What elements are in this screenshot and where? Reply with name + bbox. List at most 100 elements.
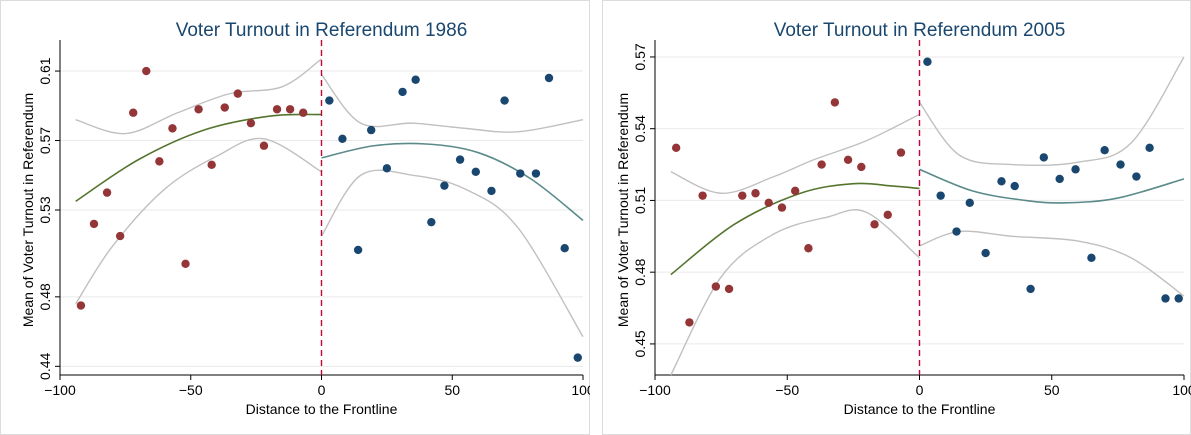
data-point-right — [1055, 174, 1064, 184]
data-point-left — [298, 108, 308, 117]
data-point-left — [181, 259, 190, 269]
data-point-left — [272, 105, 282, 114]
data-point-left — [89, 219, 99, 229]
data-point-right — [544, 73, 554, 83]
y-tick-label: 0.53 — [37, 196, 53, 223]
data-point-left — [168, 124, 177, 133]
data-point-right — [573, 353, 582, 362]
data-point-right — [1087, 253, 1096, 263]
data-point-left — [790, 186, 800, 196]
x-tick-label: 50 — [1044, 382, 1060, 398]
data-point-right — [923, 57, 932, 66]
data-point-left — [857, 162, 866, 172]
data-point-left — [220, 103, 229, 112]
x-tick-label: −50 — [775, 382, 799, 398]
data-point-right — [1116, 160, 1125, 169]
x-tick-label: −100 — [44, 382, 76, 398]
data-point-right — [440, 181, 449, 190]
data-point-left — [751, 189, 760, 198]
ci-lower-left — [670, 209, 920, 376]
ci-lower-right — [320, 169, 584, 338]
data-point-right — [1026, 284, 1035, 294]
data-point-left — [764, 198, 773, 208]
data-point-right — [560, 244, 569, 253]
data-point-right — [952, 227, 961, 236]
data-point-left — [843, 155, 853, 164]
x-tick-label: 50 — [444, 382, 460, 398]
data-point-right — [531, 169, 541, 178]
data-point-right — [981, 248, 990, 258]
fit-line-right — [919, 168, 1185, 204]
data-point-right — [427, 217, 436, 227]
x-axis-label: Distance to the Frontline — [844, 401, 996, 417]
data-point-right — [487, 186, 496, 196]
fit-line-right — [321, 142, 584, 222]
x-tick-label: −100 — [639, 382, 671, 398]
y-axis-label: Mean of Voter Turnout in Referendum — [615, 93, 631, 327]
data-point-left — [883, 210, 892, 219]
data-point-left — [896, 148, 906, 157]
data-point-right — [1161, 294, 1170, 303]
data-point-left — [804, 244, 813, 253]
data-point-right — [965, 198, 974, 208]
data-point-right — [516, 169, 525, 178]
data-point-left — [777, 203, 787, 212]
data-point-left — [738, 191, 747, 200]
data-point-right — [398, 87, 407, 97]
chart-title: Voter Turnout in Referendum 1986 — [176, 20, 468, 41]
data-point-right — [471, 167, 480, 176]
x-axis-label: Distance to the Frontline — [246, 401, 398, 417]
data-point-right — [1145, 143, 1154, 153]
data-point-left — [129, 108, 138, 117]
data-point-left — [711, 282, 721, 291]
data-point-left — [155, 157, 164, 166]
x-tick-label: −50 — [179, 382, 203, 398]
data-point-left — [830, 98, 840, 107]
scatter-chart-2005: 0.45 0.48 0.51 0.54 0.57 −100 −50 0 50 100 Voter T… — [602, 0, 1191, 435]
x-tick-label: 100 — [571, 382, 590, 398]
data-point-right — [1174, 294, 1183, 303]
data-point-left — [870, 220, 879, 229]
fit-line-left — [670, 182, 920, 276]
data-point-right — [1010, 181, 1019, 191]
data-point-right — [455, 155, 465, 164]
chart-title: Voter Turnout in Referendum 2005 — [774, 20, 1066, 41]
ci-upper-right — [918, 56, 1185, 166]
data-point-left — [102, 188, 112, 197]
data-point-left — [142, 66, 151, 76]
data-point-left — [685, 318, 694, 327]
data-point-left — [724, 284, 734, 294]
y-tick-label: 0.51 — [632, 187, 648, 214]
x-tick-label: 0 — [916, 382, 924, 398]
data-point-left — [259, 141, 269, 150]
y-axis-label: Mean of Voter Turnout in Referendum — [20, 93, 36, 327]
data-point-right — [411, 75, 420, 84]
chart-panel-2005: 0.45 0.48 0.51 0.54 0.57 −100 −50 0 50 100 Voter T… — [602, 0, 1191, 435]
y-tick-label: 0.61 — [37, 57, 53, 84]
data-point-left — [207, 160, 216, 170]
data-point-left — [115, 231, 125, 241]
data-point-left — [698, 191, 707, 200]
data-point-right — [382, 164, 392, 173]
chart-panel-1986: 0.44 0.48 0.53 0.57 0.61 −100 −50 0 50 100 Voter T… — [0, 0, 590, 435]
scatter-chart-1986: 0.44 0.48 0.53 0.57 0.61 −100 −50 0 50 100 Voter T… — [0, 0, 590, 435]
y-tick-label: 0.54 — [632, 115, 648, 142]
y-tick-label: 0.45 — [632, 330, 648, 357]
chart-frame-2005 — [602, 0, 1191, 435]
x-tick-label: 0 — [318, 382, 326, 398]
y-tick-label: 0.57 — [37, 127, 53, 154]
y-tick-label: 0.48 — [632, 258, 648, 285]
data-point-right — [325, 96, 334, 105]
data-point-left — [671, 143, 681, 153]
data-point-right — [1039, 153, 1049, 162]
data-point-left — [233, 89, 243, 98]
data-point-right — [338, 134, 347, 143]
y-tick-label: 0.48 — [37, 283, 53, 310]
y-tick-label: 0.57 — [632, 43, 648, 70]
data-point-right — [500, 96, 509, 105]
data-point-left — [817, 160, 826, 169]
data-point-right — [997, 177, 1006, 186]
ci-upper-right — [320, 74, 584, 133]
data-point-right — [353, 245, 363, 255]
data-point-right — [366, 125, 376, 135]
